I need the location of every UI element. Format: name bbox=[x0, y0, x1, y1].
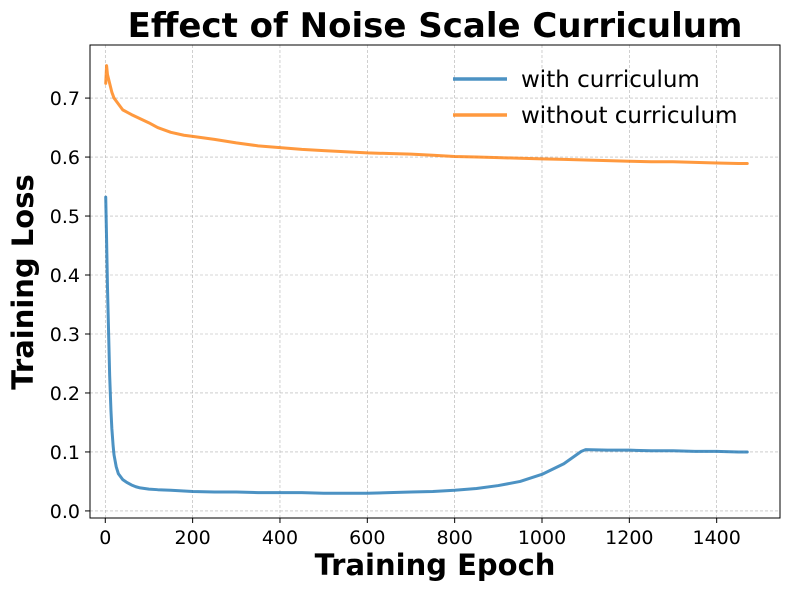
plot-frame bbox=[89, 44, 781, 519]
y-tick-label: 0.3 bbox=[50, 324, 80, 346]
x-tick-label: 400 bbox=[262, 527, 298, 549]
series-layer bbox=[104, 64, 749, 495]
y-tick-label: 0.2 bbox=[50, 383, 80, 405]
y-tick-label: 0.1 bbox=[50, 442, 80, 464]
ticks: 0 200 400 600 800 1000 1200 1400 0.0 0.1 0.2 0.3 0.4… bbox=[50, 88, 741, 549]
series-line-without-curriculum bbox=[104, 64, 749, 166]
x-axis-label: Training Epoch bbox=[315, 548, 556, 582]
y-tick-label: 0.5 bbox=[50, 206, 80, 228]
x-tick-label: 1400 bbox=[692, 527, 740, 549]
y-tick-label: 0.7 bbox=[50, 88, 80, 110]
y-tick-label: 0.4 bbox=[50, 265, 80, 287]
series-line-with-curriculum bbox=[104, 195, 749, 495]
x-tick-label: 200 bbox=[174, 527, 210, 549]
y-tick-label: 0.6 bbox=[50, 147, 80, 169]
y-tick-label: 0.0 bbox=[50, 501, 80, 523]
legend-label-without-curriculum: without curriculum bbox=[521, 103, 738, 129]
x-tick-label: 0 bbox=[99, 527, 111, 549]
x-tick-label: 600 bbox=[349, 527, 385, 549]
x-tick-label: 1200 bbox=[605, 527, 653, 549]
legend-label-with-curriculum: with curriculum bbox=[521, 67, 700, 93]
chart-title: Effect of Noise Scale Curriculum bbox=[128, 6, 743, 46]
x-tick-label: 800 bbox=[437, 527, 473, 549]
x-tick-label: 1000 bbox=[518, 527, 566, 549]
grid bbox=[90, 45, 780, 518]
y-axis-label: Training Loss bbox=[6, 174, 40, 389]
legend: with curriculum without curriculum bbox=[453, 67, 738, 129]
